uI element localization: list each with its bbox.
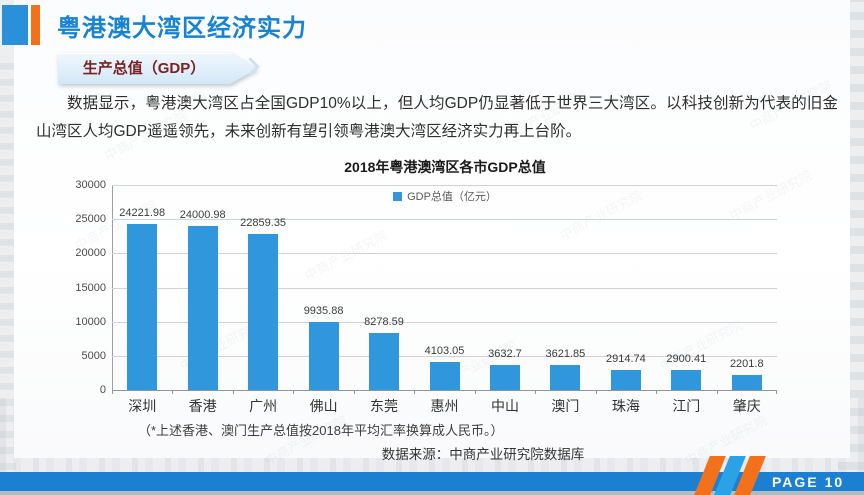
chart-legend: GDP总值（亿元） — [95, 188, 795, 206]
section-badge-ribbon — [58, 53, 258, 84]
x-axis-label-中山: 中山 — [490, 398, 519, 414]
gridline-30000 — [112, 185, 777, 186]
y-tick-label-15000: 15000 — [75, 281, 106, 294]
bar-value-label: 3621.85 — [545, 348, 586, 360]
chart-footnote: （*上述香港、澳门生产总值按2018年平均汇率换算成人民币。） — [138, 423, 504, 438]
page-number-value: 10 — [824, 474, 845, 490]
x-axis-tick — [776, 390, 777, 394]
legend-label: GDP总值（亿元） — [407, 191, 497, 203]
y-tick-label-30000: 30000 — [75, 179, 106, 191]
page-number-label: PAGE — [772, 474, 819, 490]
bar-江门 — [671, 370, 702, 390]
chart-title: 2018年粤港澳湾区各市GDP总值 — [344, 159, 546, 175]
data-source: 数据来源：中商产业研究院数据库 — [381, 447, 585, 462]
bar-value-label: 2900.41 — [666, 353, 707, 365]
gdp-bar-chart: 2018年粤港澳湾区各市GDP总值 GDP总值（亿元） 0 5000 10000 15… — [0, 152, 864, 420]
bar-value-label: 24000.98 — [179, 209, 226, 221]
header-orange-bar — [31, 5, 40, 45]
x-axis-tick — [535, 390, 536, 394]
x-axis-label-澳门: 澳门 — [551, 398, 580, 414]
y-tick-label-25000: 25000 — [75, 213, 106, 226]
cityscape-texture-left — [0, 60, 16, 470]
x-axis-tick — [717, 390, 718, 394]
x-axis-tick — [172, 390, 173, 394]
page-number: PAGE 10 — [772, 474, 850, 490]
x-axis-tick — [293, 390, 294, 394]
x-axis-label-肇庆: 肇庆 — [732, 398, 761, 414]
gridline-25000 — [112, 219, 777, 221]
bar-value-label: 3632.7 — [488, 348, 522, 360]
x-axis-tick — [656, 390, 657, 394]
bar-value-label: 22859.35 — [240, 217, 287, 229]
page-title: 粤港澳大湾区经济实力 — [57, 15, 307, 42]
bar-中山 — [489, 365, 520, 390]
x-axis-tick — [112, 390, 113, 394]
bar-香港 — [187, 226, 218, 390]
bar-深圳 — [127, 224, 158, 390]
bar-广州 — [248, 234, 279, 390]
y-tick-label-20000: 20000 — [75, 247, 106, 260]
x-axis-tick — [233, 390, 234, 394]
x-axis-tick — [596, 390, 597, 394]
y-tick-label-0: 0 — [99, 384, 106, 396]
x-axis-label-东莞: 东莞 — [370, 398, 399, 414]
x-axis-label-深圳: 深圳 — [128, 398, 157, 414]
x-axis-line — [112, 390, 777, 391]
header-blue-square — [2, 5, 28, 45]
bar-东莞 — [369, 333, 400, 390]
x-axis-tick — [414, 390, 415, 394]
x-axis-tick — [354, 390, 355, 394]
y-tick-label-10000: 10000 — [75, 315, 106, 328]
bar-value-label: 2914.74 — [605, 353, 646, 365]
bar-佛山 — [308, 322, 339, 390]
bar-惠州 — [429, 362, 460, 390]
bar-value-label: 8278.59 — [364, 316, 404, 328]
body-paragraph: 数据显示，粤港澳大湾区占全国GDP10%以上，但人均GDP仍显著低于世界三大湾区… — [36, 95, 838, 140]
bar-value-label: 9935.88 — [303, 305, 344, 317]
bar-珠海 — [610, 370, 641, 390]
section-badge: 生产总值（GDP） — [58, 53, 258, 84]
gridline-15000 — [112, 287, 777, 289]
legend-swatch-icon — [393, 192, 403, 201]
gridline-5000 — [112, 355, 777, 357]
x-axis-label-香港: 香港 — [188, 398, 217, 414]
bar-澳门 — [550, 365, 581, 390]
bar-value-label: 2201.8 — [729, 358, 764, 370]
x-axis-label-珠海: 珠海 — [611, 398, 640, 414]
plot-area: 0 5000 10000 15000 20000 25000 30000 24221.98 深圳… — [75, 179, 777, 414]
x-axis-label-佛山: 佛山 — [309, 398, 338, 414]
footer-bar — [0, 472, 864, 491]
bar-value-label: 4103.05 — [424, 345, 465, 357]
x-axis-label-江门: 江门 — [672, 398, 701, 414]
bar-肇庆 — [731, 375, 762, 390]
footer-gray-strip — [0, 491, 864, 495]
section-badge-label: 生产总值（GDP） — [82, 60, 206, 77]
x-axis-label-广州: 广州 — [249, 398, 278, 414]
gridline-20000 — [112, 253, 777, 255]
bar-value-label: 24221.98 — [119, 207, 166, 219]
gridline-10000 — [112, 321, 777, 323]
y-tick-label-5000: 5000 — [81, 349, 106, 362]
x-axis-label-惠州: 惠州 — [430, 398, 459, 414]
x-axis-tick — [475, 390, 476, 394]
